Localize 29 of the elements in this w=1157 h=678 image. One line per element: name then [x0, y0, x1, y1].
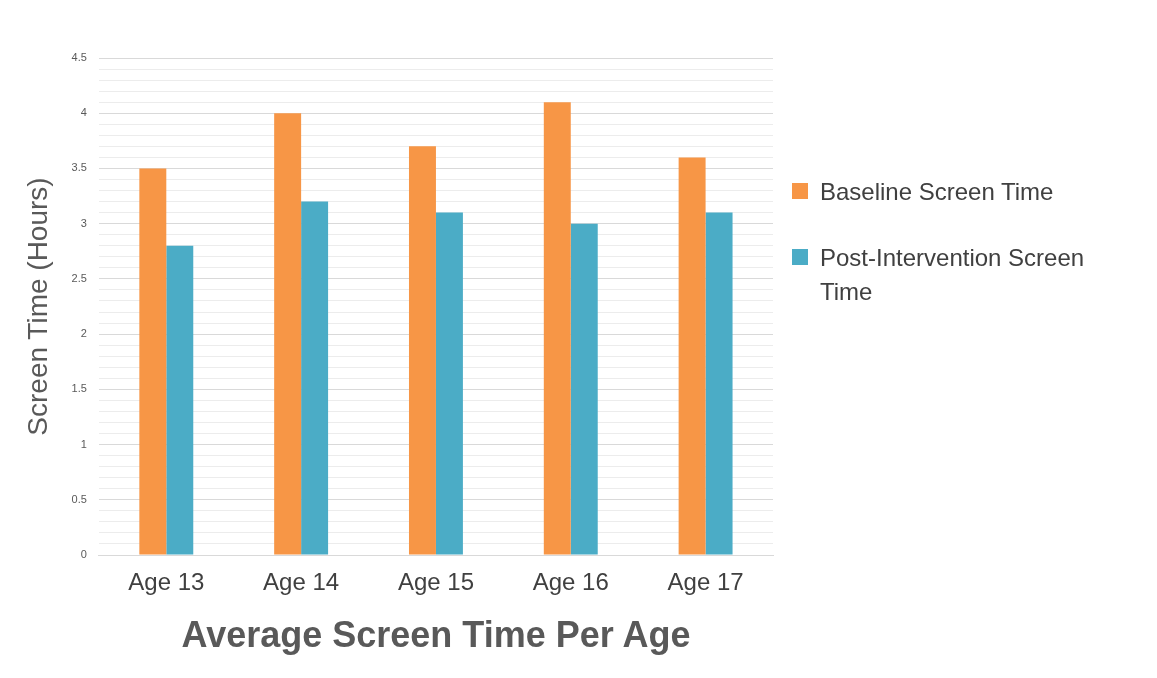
- x-tick-label: Age 17: [667, 568, 744, 596]
- bar: [543, 102, 571, 555]
- bar: [166, 245, 194, 555]
- y-tick-label: 4.5: [71, 51, 87, 64]
- bar: [678, 157, 706, 555]
- x-tick-label: Age 16: [532, 568, 609, 596]
- bar: [139, 168, 167, 555]
- bar: [435, 212, 463, 555]
- legend-label: Baseline Screen Time: [820, 177, 1054, 207]
- y-axis-title: Screen Time (Hours): [21, 177, 53, 436]
- y-tick-label: 1.5: [71, 382, 87, 395]
- bar: [570, 223, 598, 555]
- y-tick-label: 2.5: [71, 271, 87, 284]
- bar: [301, 201, 329, 555]
- y-tick-label: 4: [80, 106, 87, 119]
- bar: [408, 146, 436, 555]
- y-tick-label: 0.5: [71, 492, 87, 505]
- bar: [705, 212, 733, 555]
- legend-label: Post-Intervention Screen Time: [820, 243, 1086, 307]
- y-tick-label: 3: [80, 216, 87, 229]
- y-tick-label: 0: [80, 548, 87, 561]
- y-tick-label: 3.5: [71, 161, 87, 174]
- x-tick-label: Age 13: [128, 568, 205, 596]
- x-tick-label: Age 15: [397, 568, 474, 596]
- bar: [274, 113, 302, 555]
- y-tick-label: 1: [80, 437, 87, 450]
- y-tick-label: 2: [80, 327, 87, 340]
- x-axis-title: Average Screen Time Per Age: [181, 614, 691, 656]
- x-tick-label: Age 14: [263, 568, 340, 596]
